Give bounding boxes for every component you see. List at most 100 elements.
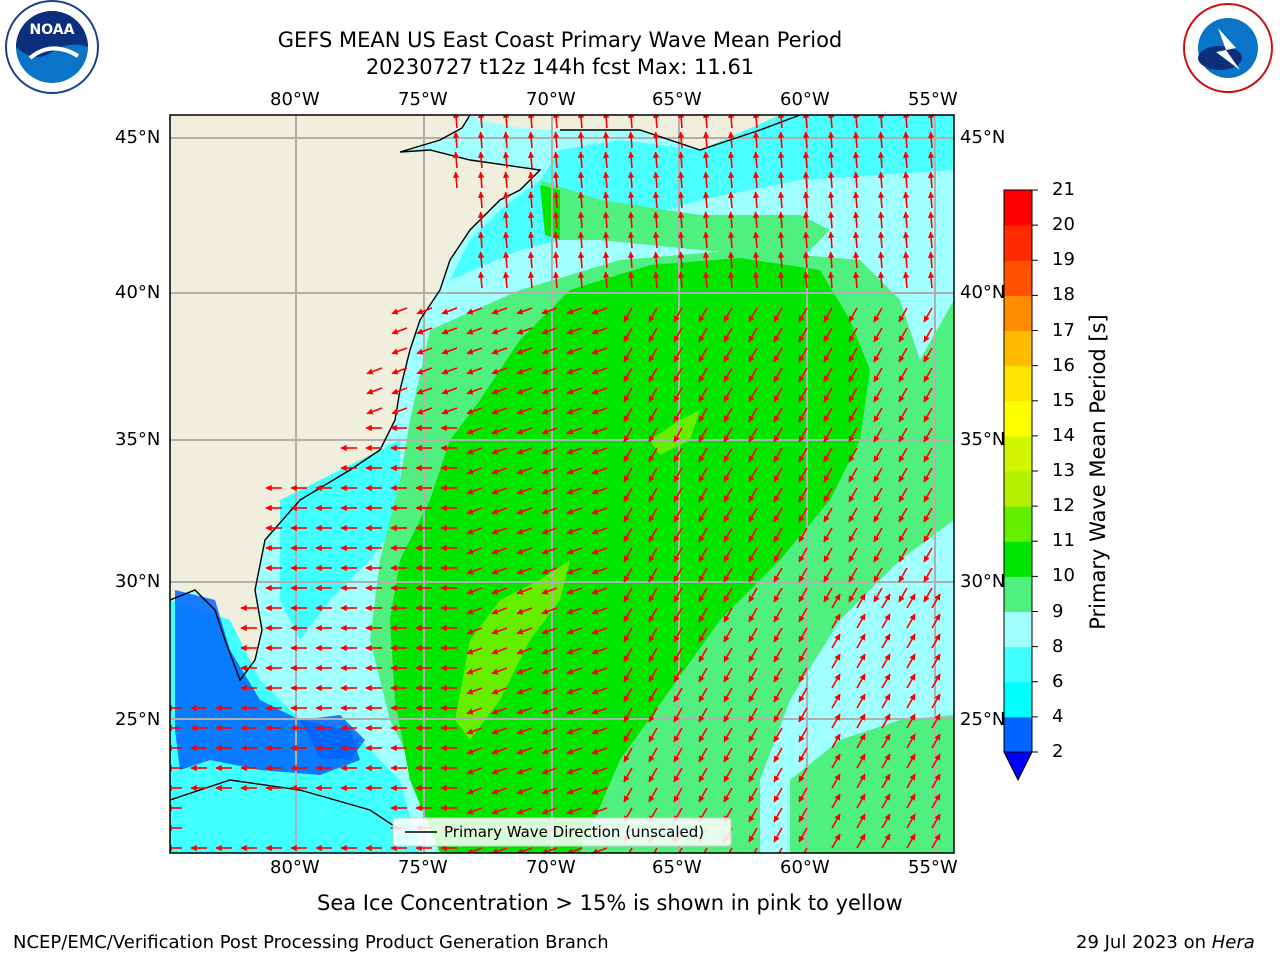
- coastline: [170, 115, 801, 831]
- wave-arrow: [541, 307, 558, 315]
- wave-arrow: [628, 847, 633, 853]
- wave-arrow: [848, 487, 858, 503]
- wave-arrow: [527, 171, 535, 189]
- wave-arrow: [552, 191, 560, 209]
- wave-arrow: [591, 647, 608, 655]
- colorbar-swatch: [1004, 225, 1032, 261]
- wave-arrow: [623, 447, 633, 463]
- wave-arrow: [773, 647, 783, 663]
- wave-arrow: [798, 387, 808, 403]
- wave-arrow: [577, 211, 585, 229]
- colorbar-swatch: [1004, 435, 1032, 472]
- wave-arrow: [873, 547, 883, 563]
- wave-arrow: [752, 115, 760, 129]
- wave-arrow: [702, 151, 710, 169]
- colorbar-tick-label: 21: [1052, 179, 1075, 200]
- wave-arrow: [491, 387, 508, 395]
- wave-arrow: [748, 807, 758, 823]
- wave-arrow: [516, 627, 533, 635]
- wave-arrow: [798, 327, 808, 343]
- wave-arrow: [923, 587, 933, 603]
- wave-arrow: [698, 567, 708, 583]
- wave-arrow: [748, 787, 758, 803]
- wave-arrow: [516, 307, 533, 315]
- wave-arrow: [877, 151, 885, 169]
- wave-arrow: [881, 593, 891, 609]
- wave-arrow: [541, 367, 558, 375]
- colorbar-tick-label: 20: [1052, 214, 1075, 236]
- wave-arrow: [466, 647, 483, 655]
- wave-arrow: [441, 367, 458, 375]
- wave-arrow: [848, 307, 858, 323]
- wave-arrow: [773, 307, 783, 323]
- wave-arrow: [652, 171, 660, 189]
- wave-arrow: [923, 407, 933, 423]
- wave-arrow: [723, 567, 733, 583]
- colorbar-swatch: [1004, 541, 1032, 577]
- wave-arrow: [802, 231, 810, 249]
- wave-arrow: [516, 567, 533, 575]
- wave-arrow: [773, 787, 783, 803]
- wave-arrow: [466, 487, 483, 495]
- wave-arrow: [591, 547, 608, 555]
- wave-arrow: [748, 687, 758, 703]
- branch-credit: NCEP/EMC/Verification Post Processing Pr…: [13, 932, 609, 953]
- wave-arrow: [552, 251, 560, 269]
- wave-arrow: [723, 507, 733, 523]
- wave-arrow: [881, 753, 891, 769]
- wave-arrow: [856, 673, 866, 689]
- wave-arrow: [566, 367, 583, 375]
- wave-arrow: [673, 307, 683, 323]
- wave-arrow: [923, 487, 933, 503]
- run-date: 29 Jul 2023 on Hera: [1076, 932, 1255, 953]
- wave-arrow: [591, 407, 608, 415]
- wave-arrow: [931, 633, 941, 649]
- wave-arrow: [673, 747, 683, 763]
- lon-label-bottom: 60°W: [780, 857, 830, 878]
- wave-arrow: [441, 327, 458, 335]
- wave-arrow: [452, 131, 460, 149]
- wave-arrow: [777, 171, 785, 189]
- wave-arrow: [873, 487, 883, 503]
- colorbar-tick-label: 18: [1052, 284, 1075, 306]
- wave-arrow: [752, 251, 760, 269]
- wave-arrow: [516, 587, 533, 595]
- wave-arrow: [802, 151, 810, 169]
- wave-arrow: [516, 467, 533, 475]
- colorbar-swatch: [1004, 506, 1032, 542]
- wave-arrow: [723, 307, 733, 323]
- map-frame: [169, 114, 955, 854]
- wave-arrow: [823, 467, 833, 483]
- wave-arrow: [723, 747, 733, 763]
- wave-arrow: [627, 251, 635, 269]
- wave-arrow: [931, 713, 941, 729]
- wave-arrow: [723, 387, 733, 403]
- wave-arrow: [466, 427, 483, 435]
- wave-arrow: [848, 407, 858, 423]
- wave-arrow: [516, 747, 533, 755]
- wave-arrow: [777, 191, 785, 209]
- wave-arrow: [798, 547, 808, 563]
- wave-arrow: [773, 607, 783, 623]
- wave-arrow: [466, 787, 483, 795]
- wave-arrow: [752, 151, 760, 169]
- wave-arrow: [723, 587, 733, 603]
- wave-arrow: [698, 687, 708, 703]
- wave-arrow: [441, 387, 458, 395]
- wave-arrow: [577, 151, 585, 169]
- wave-arrow: [906, 613, 916, 629]
- wave-arrow: [366, 367, 383, 375]
- wave-arrow: [906, 713, 916, 729]
- wave-arrow: [723, 787, 733, 803]
- wave-arrow: [673, 607, 683, 623]
- wave-arrow: [477, 211, 485, 229]
- wave-arrow: [491, 427, 508, 435]
- wave-arrow: [516, 547, 533, 555]
- wave-arrow: [466, 547, 483, 555]
- wave-arrow: [466, 727, 483, 735]
- nws-logo: [1183, 3, 1273, 93]
- wave-arrow: [798, 507, 808, 523]
- wave-arrow: [723, 707, 733, 723]
- wave-arrow: [466, 627, 483, 635]
- wave-arrow: [391, 347, 408, 355]
